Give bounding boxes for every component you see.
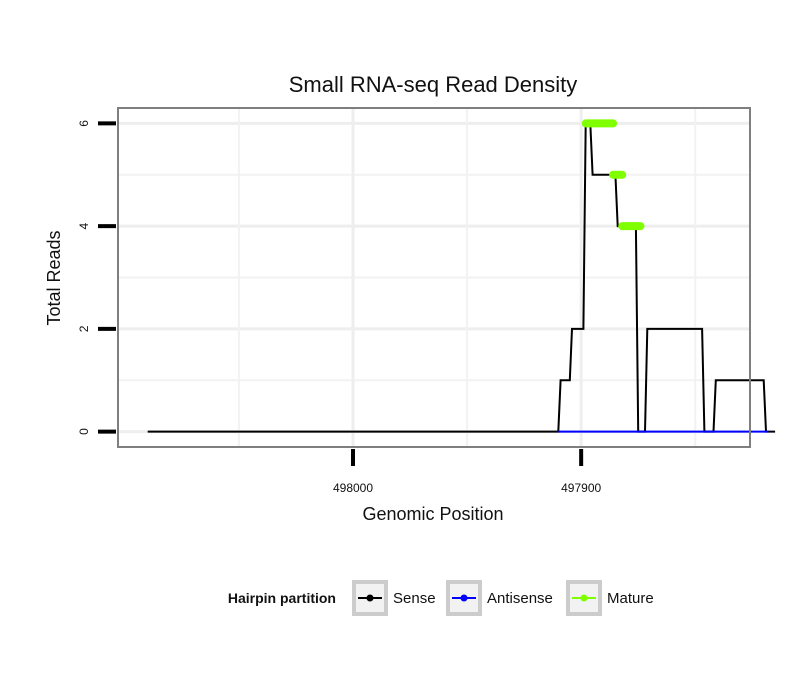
chart-title: Small RNA-seq Read Density [289, 72, 578, 97]
legend: Hairpin partition Sense Antisense Mature [228, 580, 654, 616]
y-tick-label: 2 [77, 325, 91, 332]
plot-area: 0 2 4 6 498000 497900 [77, 107, 776, 495]
legend-label-sense: Sense [393, 590, 436, 607]
y-tick-label: 6 [77, 120, 91, 127]
legend-item-sense: Sense [352, 580, 436, 616]
y-axis-title: Total Reads [44, 230, 64, 325]
x-tick-label: 498000 [333, 481, 373, 495]
y-tick-label: 0 [77, 428, 91, 435]
legend-key-point [366, 594, 374, 602]
x-axis-title: Genomic Position [362, 504, 503, 524]
legend-item-antisense: Antisense [446, 580, 553, 616]
legend-key-point [580, 594, 588, 602]
legend-title: Hairpin partition [228, 590, 336, 606]
y-tick-label: 4 [77, 222, 91, 229]
legend-item-mature: Mature [566, 580, 654, 616]
legend-label-mature: Mature [607, 590, 654, 607]
x-tick-label: 497900 [561, 481, 601, 495]
legend-label-antisense: Antisense [487, 590, 553, 607]
plot-border [117, 107, 751, 448]
legend-key-point [460, 594, 468, 602]
